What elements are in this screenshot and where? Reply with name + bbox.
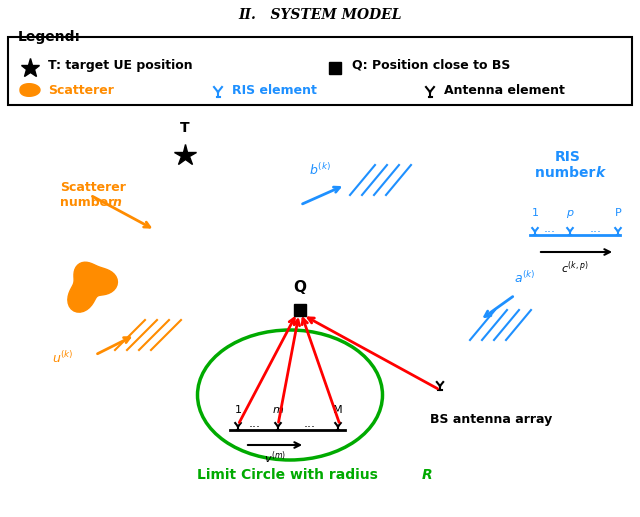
Text: $c^{(k,p)}$: $c^{(k,p)}$	[561, 260, 589, 276]
Text: $b^{(k)}$: $b^{(k)}$	[309, 162, 331, 178]
Text: 1: 1	[531, 208, 538, 218]
Text: RIS element: RIS element	[232, 84, 317, 97]
Text: Q: Position close to BS: Q: Position close to BS	[352, 58, 510, 71]
Text: ···: ···	[590, 226, 602, 239]
Text: $u^{(k)}$: $u^{(k)}$	[52, 350, 74, 366]
Text: ···: ···	[249, 421, 261, 434]
Text: k: k	[596, 166, 605, 180]
Text: R: R	[422, 468, 433, 482]
Text: Scatterer
number: Scatterer number	[60, 181, 126, 209]
Polygon shape	[68, 262, 117, 312]
Text: M: M	[333, 405, 343, 415]
Text: II.   SYSTEM MODEL: II. SYSTEM MODEL	[238, 8, 402, 22]
Text: ···: ···	[544, 226, 556, 239]
Text: Legend:: Legend:	[18, 30, 81, 44]
Text: $v^{(m)}$: $v^{(m)}$	[264, 450, 286, 466]
Text: $a^{(k)}$: $a^{(k)}$	[515, 270, 536, 286]
Text: Antenna element: Antenna element	[444, 84, 565, 97]
Text: T: T	[180, 121, 190, 135]
Text: m: m	[273, 405, 284, 415]
Text: Q: Q	[294, 280, 307, 295]
Text: BS antenna array: BS antenna array	[430, 414, 552, 427]
Text: p: p	[566, 208, 573, 218]
Text: P: P	[614, 208, 621, 218]
Text: RIS
number: RIS number	[536, 150, 600, 180]
Text: Limit Circle with radius: Limit Circle with radius	[197, 468, 383, 482]
FancyBboxPatch shape	[8, 37, 632, 105]
Text: T: target UE position: T: target UE position	[48, 58, 193, 71]
Text: ···: ···	[304, 421, 316, 434]
Polygon shape	[20, 84, 40, 96]
Text: n: n	[113, 196, 122, 209]
Text: 1: 1	[234, 405, 241, 415]
Text: Scatterer: Scatterer	[48, 84, 114, 97]
